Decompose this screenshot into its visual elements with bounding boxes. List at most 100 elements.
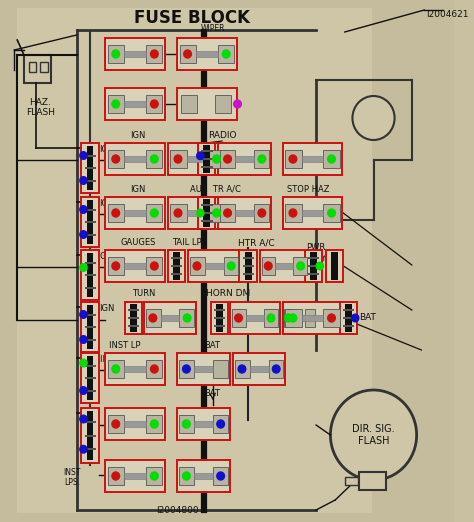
Circle shape bbox=[182, 472, 190, 480]
Circle shape bbox=[174, 209, 182, 217]
Bar bbox=[214, 309, 225, 311]
Bar bbox=[105, 38, 165, 70]
Bar bbox=[220, 150, 235, 168]
Text: 10A: 10A bbox=[228, 153, 246, 162]
Circle shape bbox=[238, 365, 246, 373]
Circle shape bbox=[151, 50, 158, 58]
Bar bbox=[243, 273, 254, 275]
Bar bbox=[308, 265, 319, 267]
Bar bbox=[173, 252, 180, 280]
Bar bbox=[201, 150, 212, 152]
Circle shape bbox=[80, 311, 87, 318]
Bar bbox=[105, 408, 165, 440]
Bar bbox=[235, 360, 250, 378]
Bar bbox=[87, 305, 93, 349]
Bar bbox=[215, 95, 231, 113]
Circle shape bbox=[112, 100, 119, 108]
Bar bbox=[201, 212, 212, 214]
Bar bbox=[216, 304, 223, 332]
Bar bbox=[146, 204, 163, 222]
Circle shape bbox=[224, 209, 231, 217]
Bar bbox=[301, 315, 323, 321]
Bar bbox=[213, 467, 228, 485]
Bar bbox=[40, 62, 48, 72]
Bar bbox=[345, 304, 352, 332]
Bar bbox=[87, 200, 93, 244]
Text: 20A: 20A bbox=[236, 314, 254, 323]
Bar bbox=[323, 309, 339, 327]
Bar bbox=[194, 421, 213, 427]
Text: I2004800: I2004800 bbox=[156, 506, 199, 515]
Circle shape bbox=[184, 50, 191, 58]
Bar bbox=[180, 309, 194, 327]
Bar bbox=[218, 45, 234, 63]
Circle shape bbox=[289, 155, 297, 163]
Bar bbox=[177, 88, 237, 120]
Text: P: P bbox=[199, 101, 204, 110]
Bar bbox=[84, 326, 96, 328]
Bar bbox=[105, 88, 165, 120]
Circle shape bbox=[151, 420, 158, 428]
Bar bbox=[105, 353, 165, 385]
Bar bbox=[124, 263, 146, 269]
Text: 20A: 20A bbox=[151, 314, 169, 323]
Text: IGN: IGN bbox=[100, 199, 115, 208]
Circle shape bbox=[328, 314, 336, 322]
Circle shape bbox=[217, 472, 225, 480]
Circle shape bbox=[224, 155, 231, 163]
Text: IGN: IGN bbox=[100, 304, 115, 313]
Text: DIR. SIG.
FLASH: DIR. SIG. FLASH bbox=[352, 424, 395, 446]
Text: BAT: BAT bbox=[205, 389, 220, 398]
Bar bbox=[146, 257, 163, 275]
Bar bbox=[201, 166, 212, 168]
Bar bbox=[105, 460, 165, 492]
Circle shape bbox=[267, 314, 275, 322]
Bar bbox=[128, 317, 139, 319]
Text: 20A: 20A bbox=[290, 208, 308, 217]
Text: 20A: 20A bbox=[195, 260, 213, 269]
Circle shape bbox=[112, 209, 119, 217]
Bar bbox=[359, 472, 386, 490]
Circle shape bbox=[80, 415, 87, 423]
Circle shape bbox=[151, 155, 158, 163]
Bar bbox=[170, 150, 187, 168]
Bar bbox=[224, 257, 238, 275]
Bar bbox=[180, 45, 196, 63]
Bar bbox=[219, 197, 271, 229]
Bar bbox=[84, 389, 96, 392]
Bar bbox=[262, 257, 275, 275]
Bar bbox=[343, 309, 354, 311]
Bar bbox=[254, 204, 269, 222]
Text: INST LP: INST LP bbox=[100, 355, 131, 364]
Bar bbox=[144, 302, 196, 334]
Bar bbox=[196, 51, 218, 57]
Bar bbox=[213, 415, 228, 433]
Bar bbox=[108, 204, 124, 222]
Text: TAIL LP: TAIL LP bbox=[172, 238, 201, 247]
Bar bbox=[284, 309, 293, 327]
Bar bbox=[87, 411, 93, 460]
Circle shape bbox=[234, 100, 241, 108]
Bar bbox=[84, 287, 96, 289]
Bar bbox=[323, 150, 339, 168]
Bar bbox=[146, 360, 163, 378]
Circle shape bbox=[217, 420, 225, 428]
Bar bbox=[82, 353, 99, 403]
Bar bbox=[201, 204, 212, 206]
Text: FUSE BLOCK: FUSE BLOCK bbox=[134, 9, 249, 27]
Bar bbox=[82, 302, 99, 352]
Bar bbox=[105, 197, 165, 229]
Bar bbox=[243, 265, 254, 267]
Circle shape bbox=[316, 262, 323, 270]
Bar bbox=[179, 360, 194, 378]
Circle shape bbox=[80, 336, 87, 343]
Text: BAT: BAT bbox=[359, 314, 376, 323]
Bar bbox=[181, 95, 197, 113]
Bar bbox=[331, 252, 337, 280]
Bar bbox=[146, 95, 163, 113]
Bar bbox=[275, 263, 293, 269]
Bar bbox=[254, 150, 269, 168]
Bar bbox=[124, 101, 146, 107]
Bar bbox=[198, 197, 216, 229]
Bar bbox=[168, 250, 185, 282]
